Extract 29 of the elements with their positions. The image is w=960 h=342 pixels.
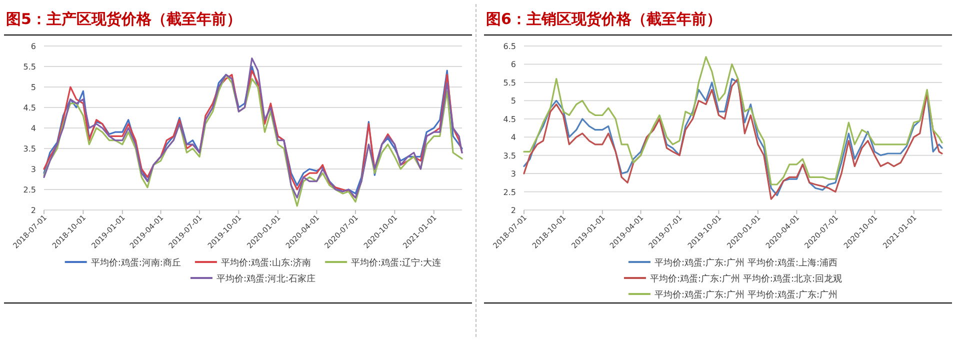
y-tick-label: 2: [30, 206, 36, 215]
line-series: [523, 56, 943, 186]
y-tick-label: 4.5: [23, 104, 36, 112]
y-tick-label: 5.5: [23, 62, 36, 72]
y-tick-label: 4: [30, 124, 36, 133]
y-tick-label: 6.5: [503, 42, 516, 51]
y-tick-label: 2.5: [503, 188, 516, 197]
y-tick-label: 6: [30, 42, 36, 51]
y-tick-label: 3.5: [503, 151, 516, 160]
y-tick-label: 6: [510, 60, 516, 70]
y-tick-label: 3: [510, 170, 516, 179]
legend-label: 平均价:鸡蛋:辽宁:大连: [351, 258, 442, 268]
legend-label: 平均价:鸡蛋:广东:广州 平均价:鸡蛋:北京:回龙观: [650, 274, 842, 284]
chart-title: 图6：主销区现货价格（截至年前）: [486, 10, 722, 28]
y-tick-label: 5: [510, 96, 516, 106]
y-tick-label: 5: [30, 83, 36, 92]
y-tick-label: 4.5: [503, 114, 516, 124]
legend-label: 平均价:鸡蛋:山东:济南: [220, 258, 312, 268]
y-tick-label: 4: [510, 133, 516, 142]
legend-label: 平均价:鸡蛋:广东:广州 平均价:鸡蛋:广东:广州: [654, 290, 838, 300]
legend-label: 平均价:鸡蛋:河北:石家庄: [216, 274, 316, 284]
y-tick-label: 2.5: [23, 186, 36, 194]
y-tick-label: 2: [510, 206, 516, 215]
legend-label: 平均价:鸡蛋:广东:广州 平均价:鸡蛋:上海:浦西: [654, 258, 838, 268]
y-tick-label: 3.5: [23, 144, 36, 154]
y-tick-label: 3: [30, 165, 36, 174]
y-tick-label: 5.5: [503, 78, 516, 88]
legend-label: 平均价:鸡蛋:河南:商丘: [90, 258, 181, 268]
chart-title: 图5：主产区现货价格（截至年前）: [6, 10, 242, 28]
